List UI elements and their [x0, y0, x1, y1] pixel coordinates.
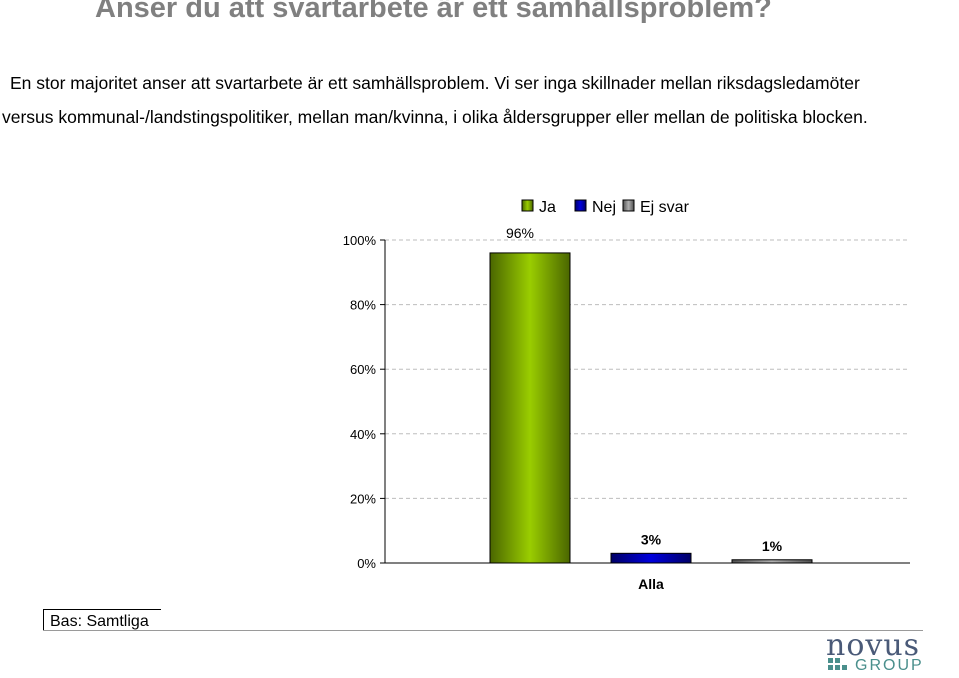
y-tick-label: 0% [357, 556, 376, 571]
data-label: 1% [762, 538, 783, 554]
page-title: Anser du att svartarbete är ett samhälls… [95, 0, 772, 24]
novus-logo: novus GROUP [826, 630, 926, 676]
bars: 96% 3% 1% Alla [489, 225, 813, 592]
legend-label: Ja [539, 199, 556, 216]
y-tick-label: 20% [350, 491, 376, 506]
footer-divider [43, 630, 923, 631]
y-tick-label: 100% [343, 233, 377, 248]
subtitle-line-1: En stor majoritet anser att svartarbete … [10, 73, 860, 93]
bar-ej-svar [731, 559, 813, 564]
logo-subtext: GROUP [855, 657, 924, 674]
legend-swatch [574, 199, 587, 212]
bar-nej [610, 552, 692, 564]
bar-ja [489, 252, 571, 564]
logo-wordmark: novus [826, 628, 921, 663]
bar-chart: 0% 20% 40% 60% 80% 100% 96% 3% 1% Alla Ja Nej Ej s… [343, 199, 910, 592]
y-tick-label: 60% [350, 362, 376, 377]
page-subtitle: En stor majoritet anser att svartarbete … [2, 66, 957, 134]
subtitle-line-2: versus kommunal-/landstingspolitiker, me… [2, 107, 868, 127]
data-label: 3% [641, 531, 662, 547]
x-category-label: Alla [638, 576, 664, 592]
data-label: 96% [506, 225, 534, 241]
legend-swatch [622, 199, 635, 212]
base-label: Bas: Samtliga [43, 609, 161, 631]
grid-lines [385, 239, 910, 499]
logo-squares-icon [828, 658, 850, 674]
legend-label: Nej [592, 199, 616, 216]
legend: Ja Nej Ej svar [521, 199, 690, 216]
legend-label: Ej svar [640, 199, 690, 216]
y-tick-label: 80% [350, 298, 376, 313]
legend-swatch [521, 199, 534, 212]
y-axis: 0% 20% 40% 60% 80% 100% [343, 233, 910, 571]
y-tick-label: 40% [350, 427, 376, 442]
